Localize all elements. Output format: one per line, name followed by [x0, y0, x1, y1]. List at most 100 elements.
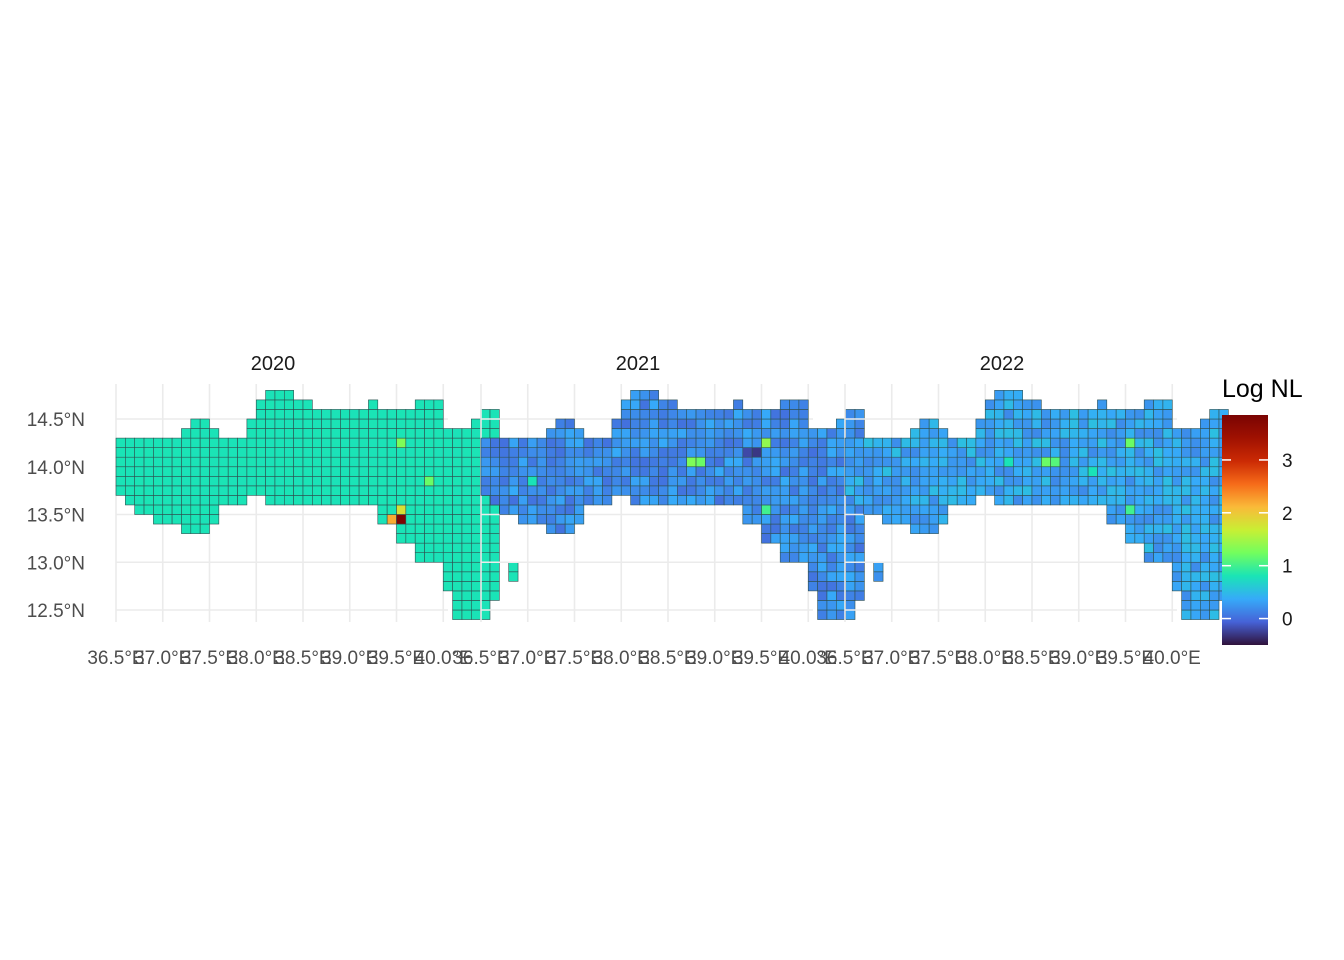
grid-cell — [714, 485, 725, 496]
grid-cell — [583, 475, 594, 487]
grid-cell — [246, 428, 257, 439]
grid-cell — [1097, 447, 1108, 458]
grid-cell — [1059, 485, 1070, 496]
grid-cell — [695, 495, 706, 506]
grid-cell — [227, 466, 238, 477]
grid-cell — [470, 466, 481, 477]
grid-cell — [424, 552, 435, 563]
grid-cell — [1162, 428, 1173, 439]
grid-cell — [283, 399, 294, 410]
grid-cell — [330, 475, 341, 487]
grid-cell — [770, 495, 781, 506]
grid-cell — [181, 514, 192, 525]
grid-cell — [424, 437, 435, 448]
grid-cell — [377, 437, 388, 448]
grid-cell — [293, 475, 304, 487]
grid-cell — [396, 447, 407, 458]
map-panel-2021: 202136.5°E37.0°E37.5°E38.0°E38.5°E39.0°E… — [452, 353, 884, 669]
grid-cell — [807, 466, 818, 477]
grid-cell — [1012, 456, 1023, 468]
grid-cell — [761, 428, 772, 439]
grid-cell — [527, 495, 538, 506]
grid-cell — [966, 485, 977, 496]
grid-cell — [470, 571, 481, 582]
grid-cell — [321, 447, 332, 458]
grid-cell — [358, 418, 369, 429]
grid-cell — [826, 571, 837, 582]
grid-cell — [789, 495, 800, 506]
grid-cell — [480, 542, 491, 554]
grid-cell — [555, 466, 566, 477]
grid-cell — [134, 485, 145, 496]
grid-cell — [630, 437, 641, 448]
grid-cell — [368, 447, 379, 458]
grid-cell — [555, 428, 566, 439]
grid-cell — [1125, 485, 1136, 496]
grid-cell — [293, 447, 304, 458]
grid-cell — [938, 514, 949, 525]
grid-cell — [1153, 399, 1164, 410]
grid-cell — [807, 523, 818, 534]
grid-cell — [433, 523, 444, 534]
grid-cell — [283, 409, 294, 420]
grid-cell — [461, 495, 472, 506]
grid-cell — [975, 475, 986, 487]
grid-cell — [265, 399, 276, 410]
grid-cell — [1031, 466, 1042, 477]
grid-cell — [489, 504, 500, 515]
grid-cell — [639, 390, 650, 401]
legend-tick-label: 1 — [1282, 557, 1293, 578]
grid-cell — [508, 561, 519, 573]
grid-cell — [658, 456, 669, 468]
grid-cell — [218, 437, 229, 448]
grid-cell — [433, 533, 444, 544]
grid-cell — [1031, 409, 1042, 420]
grid-cell — [891, 447, 902, 458]
grid-cell — [1041, 456, 1051, 468]
grid-cell — [246, 456, 257, 468]
grid-cell — [779, 447, 790, 458]
grid-cell — [1209, 485, 1220, 496]
grid-cell — [386, 409, 397, 420]
grid-cell — [602, 495, 613, 506]
grid-cell — [854, 533, 865, 544]
grid-cell — [695, 485, 706, 496]
grid-cell — [733, 409, 744, 420]
grid-cell — [199, 485, 210, 496]
grid-cell — [947, 475, 958, 487]
grid-cell — [283, 456, 294, 468]
grid-cell — [648, 475, 659, 487]
grid-cell — [349, 437, 360, 448]
grid-cell — [1162, 514, 1173, 525]
grid-cell — [770, 485, 781, 496]
grid-cell — [742, 456, 753, 468]
grid-cell — [658, 466, 669, 477]
grid-cell — [555, 504, 566, 515]
grid-cell — [854, 418, 865, 429]
grid-cell — [199, 437, 210, 448]
grid-cell — [490, 475, 501, 487]
grid-cell — [461, 466, 472, 477]
grid-cell — [358, 447, 369, 458]
grid-cell — [826, 581, 837, 592]
grid-cell — [302, 437, 313, 448]
grid-cell — [527, 504, 538, 515]
grid-cell — [1059, 466, 1070, 477]
grid-cell — [1012, 466, 1023, 477]
grid-cell — [1143, 409, 1154, 420]
grid-cell — [199, 514, 210, 525]
grid-cell — [742, 466, 753, 477]
grid-cell — [508, 571, 519, 582]
grid-cell — [1162, 552, 1173, 563]
grid-cell — [546, 504, 557, 515]
grid-cell — [218, 456, 229, 468]
grid-cell — [480, 514, 491, 525]
grid-cell — [1171, 466, 1182, 477]
grid-cell — [1003, 409, 1014, 420]
grid-cell — [947, 485, 958, 496]
grid-cell — [592, 466, 603, 477]
grid-cell — [452, 581, 463, 592]
grid-cell — [1153, 542, 1164, 554]
grid-cell — [518, 514, 529, 525]
grid-cell — [424, 485, 435, 496]
